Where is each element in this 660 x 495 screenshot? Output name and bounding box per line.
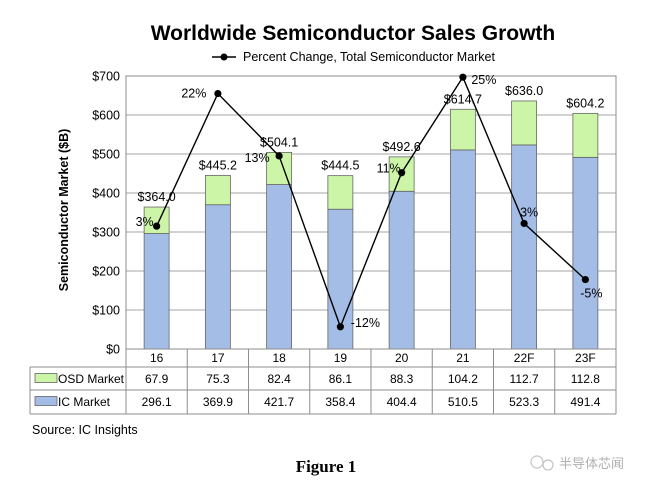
bar-ic-18 — [266, 184, 293, 350]
bar-ic-23F — [572, 156, 599, 350]
bar-osd-22F — [511, 100, 538, 146]
y-axis-label: Semiconductor Market ($B) — [57, 129, 71, 292]
table-legend-swatch — [34, 373, 58, 383]
percent-label: 13% — [245, 151, 270, 165]
plot-border — [125, 75, 617, 350]
table-row-label: OSD Market — [58, 372, 125, 386]
bar-ic-21 — [449, 149, 476, 350]
percent-label: 3% — [136, 215, 154, 229]
y-tick-label: $200 — [92, 265, 120, 279]
table-cell: 75.3 — [206, 372, 230, 386]
table-cell: 523.3 — [509, 395, 539, 409]
x-tick-label: 22F — [514, 351, 535, 365]
percent-label: 11% — [377, 162, 401, 176]
table-cell: 88.3 — [390, 372, 414, 386]
watermark-icon — [530, 455, 544, 469]
table-cell: 86.1 — [329, 372, 353, 386]
total-label: $636.0 — [505, 84, 543, 98]
table-cell: 67.9 — [145, 372, 169, 386]
bar-osd-17 — [204, 174, 231, 206]
y-tick-label: $0 — [106, 343, 120, 357]
gridlines — [125, 75, 617, 350]
y-tick-label: $400 — [92, 187, 120, 201]
table-cell: 421.7 — [264, 395, 294, 409]
table-cell: 404.4 — [387, 395, 417, 409]
bar-ic-17 — [204, 204, 231, 350]
percent-point — [520, 219, 528, 228]
percent-point — [214, 89, 222, 98]
table-cell: 112.8 — [571, 372, 600, 386]
bar-ic-20 — [388, 190, 415, 350]
watermark: 半导体芯闻 — [530, 455, 624, 471]
y-tick-label: $300 — [92, 226, 120, 240]
total-label: $364.0 — [138, 190, 176, 204]
source-note: Source: IC Insights — [32, 423, 138, 437]
bar-ic-22F — [511, 144, 538, 350]
bar-ic-16 — [143, 233, 170, 350]
y-tick-label: $600 — [92, 109, 120, 123]
percent-point — [581, 275, 589, 284]
y-axis-ticks: $0 $100 $200 $300 $400 $500 $600 $700 — [92, 70, 120, 357]
watermark-icon-secondary — [542, 459, 554, 471]
percent-change-line — [155, 75, 586, 329]
legend-label: Percent Change, Total Semiconductor Mark… — [243, 50, 496, 64]
x-tick-label: 23F — [575, 351, 596, 365]
x-tick-label: 16 — [150, 351, 164, 365]
x-tick-label: 21 — [456, 351, 470, 365]
table-cell: 369.9 — [203, 395, 233, 409]
table-cell: 296.1 — [142, 395, 172, 409]
percent-point — [153, 222, 161, 230]
percent-label: -5% — [580, 287, 602, 301]
y-tick-label: $700 — [92, 70, 120, 84]
percent-line: 3% 22% 13% -12% 11% 25% 3% -5% — [136, 73, 602, 331]
total-labels: $364.0$445.2$504.1$444.5$492.6$614.7$636… — [138, 84, 605, 204]
bar-osd-21 — [449, 108, 476, 151]
table-cell: 82.4 — [267, 372, 291, 386]
percent-point — [398, 169, 406, 177]
x-tick-label: 17 — [211, 351, 225, 365]
legend-marker — [220, 53, 228, 61]
table-cell: 104.2 — [448, 372, 478, 386]
percent-point — [336, 323, 344, 331]
total-label: $604.2 — [566, 96, 604, 110]
watermark-text: 半导体芯闻 — [559, 456, 624, 471]
table-legend-swatch — [34, 396, 58, 406]
percent-label: 3% — [520, 205, 538, 219]
table-cell: 112.7 — [510, 372, 539, 386]
percent-point — [275, 152, 283, 160]
total-label: $444.5 — [321, 159, 359, 173]
x-tick-label: 19 — [334, 351, 348, 365]
bar-osd-23F — [572, 112, 599, 158]
y-tick-label: $500 — [92, 148, 120, 162]
bar-osd-19 — [327, 175, 354, 210]
figure-caption: Figure 1 — [296, 457, 357, 476]
x-tick-label: 18 — [272, 351, 286, 365]
total-label: $445.2 — [199, 158, 237, 172]
y-tick-label: $100 — [92, 304, 120, 318]
percent-label: 22% — [181, 87, 206, 101]
table-cell: 358.4 — [325, 395, 355, 409]
total-label: $492.6 — [383, 140, 421, 154]
table-row-label: IC Market — [58, 395, 111, 409]
bars — [143, 100, 599, 350]
legend: Percent Change, Total Semiconductor Mark… — [212, 50, 496, 64]
percent-label: -12% — [351, 316, 380, 330]
x-tick-label: 20 — [395, 351, 409, 365]
chart-title: Worldwide Semiconductor Sales Growth — [151, 22, 556, 45]
total-label: $614.7 — [444, 92, 482, 106]
table-cell: 510.5 — [448, 395, 478, 409]
percent-label: 25% — [471, 73, 496, 87]
table-cell: 491.4 — [570, 395, 600, 409]
data-table: 16 17 18 19 20 21 22F 23F OSD Market 67.9 75.3 82.4… — [29, 348, 617, 415]
percent-point — [459, 73, 467, 81]
